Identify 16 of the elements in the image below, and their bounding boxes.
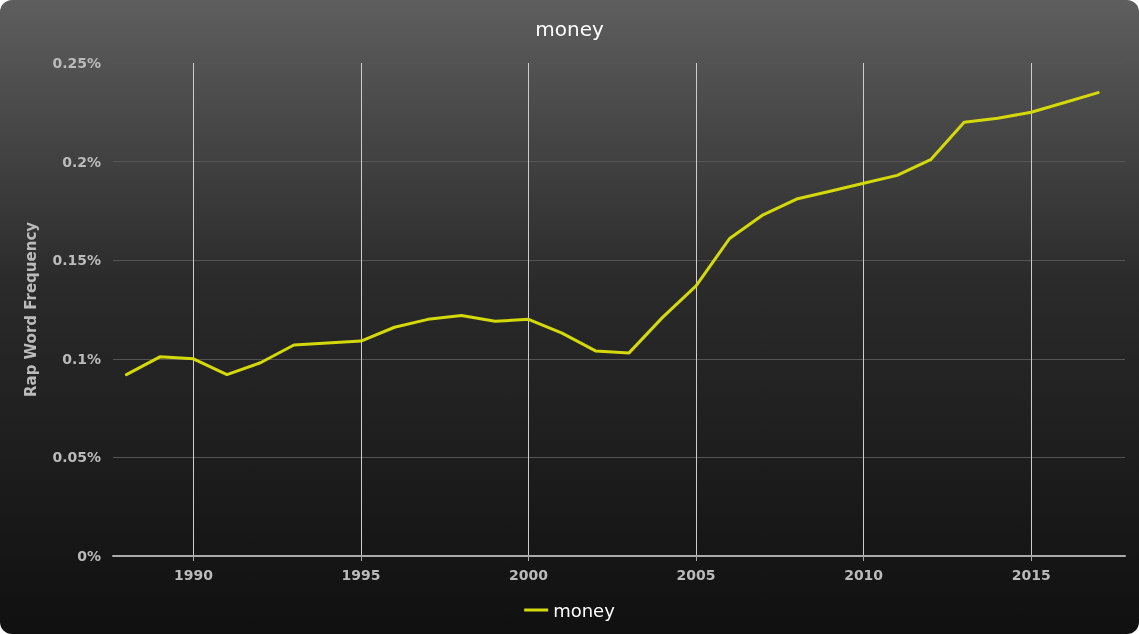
y-axis-title: Rap Word Frequency (21, 221, 40, 398)
x-tick-label: 1990 (173, 567, 214, 583)
y-tick-label: 0.2% (62, 153, 101, 170)
y-tick-label: 0.1% (62, 350, 101, 367)
chart-title: money (535, 17, 604, 41)
x-tick-label: 2005 (676, 567, 716, 583)
x-tick-label: 2015 (1011, 567, 1051, 583)
y-tick-label: 0.25% (52, 55, 101, 71)
line-series (124, 91, 1100, 377)
y-tick-label: 0% (77, 548, 101, 564)
legend-label: money (553, 599, 616, 621)
x-tick-label: 1995 (341, 567, 381, 583)
y-tick-label: 0.15% (52, 252, 101, 269)
x-tick-label: 2000 (509, 567, 549, 583)
y-tick-label: 0.05% (52, 449, 101, 466)
x-tick-label: 2010 (844, 567, 884, 583)
